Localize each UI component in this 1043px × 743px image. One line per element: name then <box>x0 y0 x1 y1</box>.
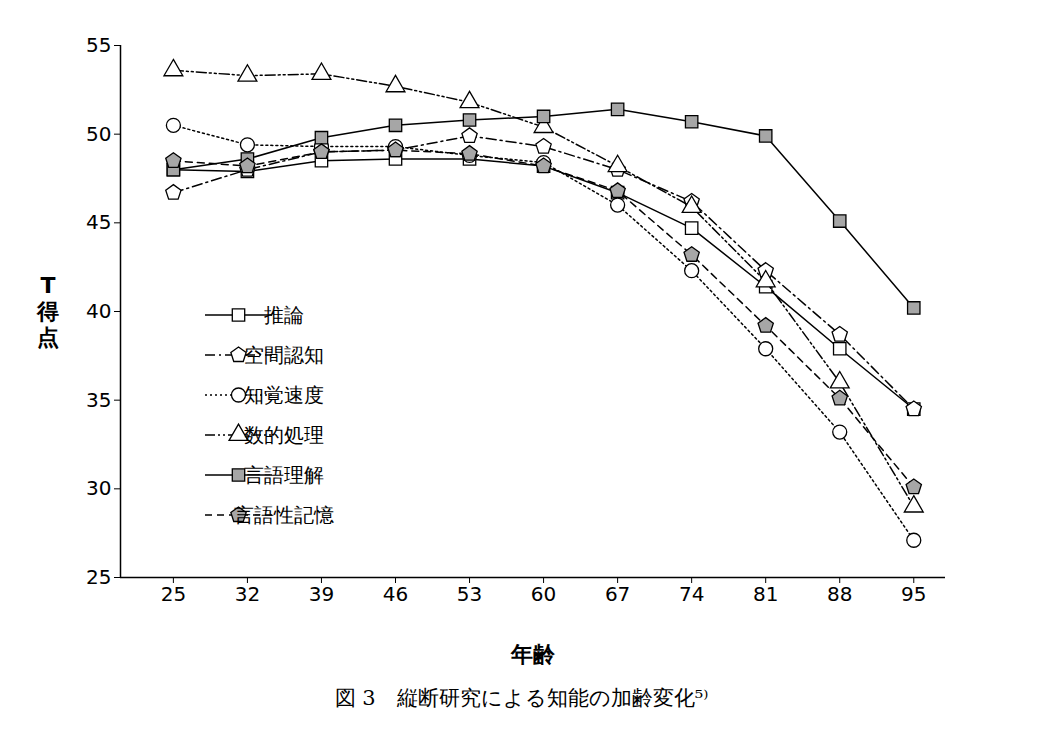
svg-text:40: 40 <box>86 299 111 323</box>
svg-text:55: 55 <box>86 33 111 57</box>
svg-text:74: 74 <box>679 582 704 606</box>
svg-text:45: 45 <box>86 210 111 234</box>
svg-text:30: 30 <box>86 476 111 500</box>
svg-text:81: 81 <box>753 582 778 606</box>
svg-text:35: 35 <box>86 388 111 412</box>
svg-text:25: 25 <box>86 565 111 589</box>
svg-text:数的処理: 数的処理 <box>244 423 324 447</box>
svg-text:推論: 推論 <box>264 303 304 327</box>
svg-text:67: 67 <box>605 582 630 606</box>
svg-text:空間認知: 空間認知 <box>244 343 324 367</box>
svg-text:39: 39 <box>309 582 334 606</box>
svg-text:言語理解: 言語理解 <box>244 463 324 487</box>
svg-text:年齢: 年齢 <box>510 642 556 667</box>
svg-text:95: 95 <box>901 582 926 606</box>
svg-text:60: 60 <box>531 582 556 606</box>
svg-text:言語性記憶: 言語性記憶 <box>234 503 334 527</box>
svg-text:88: 88 <box>827 582 852 606</box>
svg-text:T得点: T得点 <box>36 273 59 350</box>
html-text:図 3 縦断研究による知能の加齢変化⁵⁾: 図 3 縦断研究による知能の加齢変化⁵⁾ <box>334 686 709 710</box>
svg-text:知覚速度: 知覚速度 <box>244 383 324 407</box>
svg-text:53: 53 <box>457 582 482 606</box>
svg-text:25: 25 <box>161 582 186 606</box>
svg-text:46: 46 <box>383 582 408 606</box>
svg-text:32: 32 <box>235 582 260 606</box>
svg-text:50: 50 <box>86 122 111 146</box>
